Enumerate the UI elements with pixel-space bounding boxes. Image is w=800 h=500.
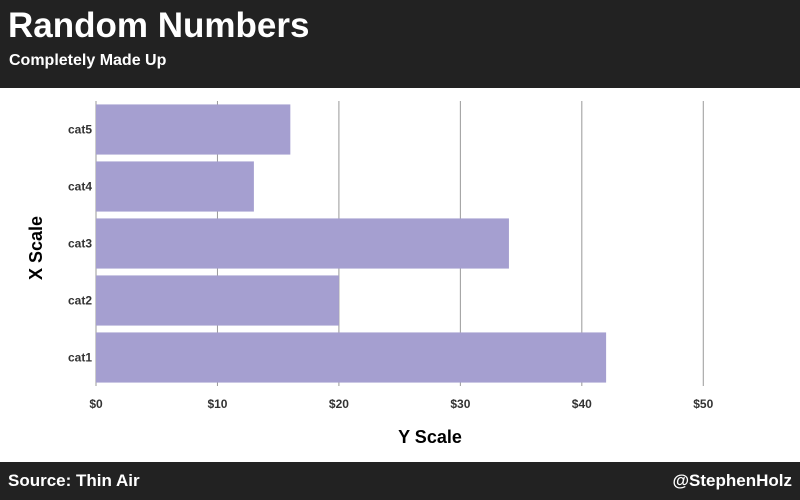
chart-title: Random Numbers (8, 6, 310, 45)
x-tick-label: $40 (572, 397, 592, 411)
chart-subtitle: Completely Made Up (9, 52, 167, 69)
bar-cat1 (96, 332, 607, 383)
category-tick-labels: cat1 cat2 cat3 cat4 cat5 (68, 123, 92, 365)
bar-cat5 (96, 104, 291, 155)
credit-label: @StephenHolz (672, 471, 792, 490)
category-label-cat2: cat2 (68, 294, 92, 308)
x-tick-label: $0 (89, 397, 103, 411)
x-tick-label: $30 (450, 397, 470, 411)
x-tick-label: $20 (329, 397, 349, 411)
value-tick-labels: $0 $10 $20 $30 $40 $50 (89, 397, 713, 411)
category-label-cat1: cat1 (68, 351, 92, 365)
x-tick-label: $10 (207, 397, 227, 411)
bar-cat3 (96, 218, 509, 269)
category-label-cat3: cat3 (68, 237, 92, 251)
category-label-cat5: cat5 (68, 123, 92, 137)
y-axis-title: X Scale (26, 216, 46, 280)
source-label: Source: Thin Air (8, 471, 140, 490)
category-label-cat4: cat4 (68, 180, 92, 194)
x-axis-title: Y Scale (398, 427, 462, 447)
chart-header: Random Numbers Completely Made Up (0, 0, 800, 88)
bar-cat4 (96, 161, 254, 212)
chart-footer: Source: Thin Air @StephenHolz (0, 462, 800, 500)
bar-cat2 (96, 275, 339, 326)
bar-chart: cat1 cat2 cat3 cat4 cat5 $0 $10 $20 $30 $40 $50 Y… (26, 101, 714, 447)
bars (96, 104, 607, 383)
x-tick-label: $50 (693, 397, 713, 411)
